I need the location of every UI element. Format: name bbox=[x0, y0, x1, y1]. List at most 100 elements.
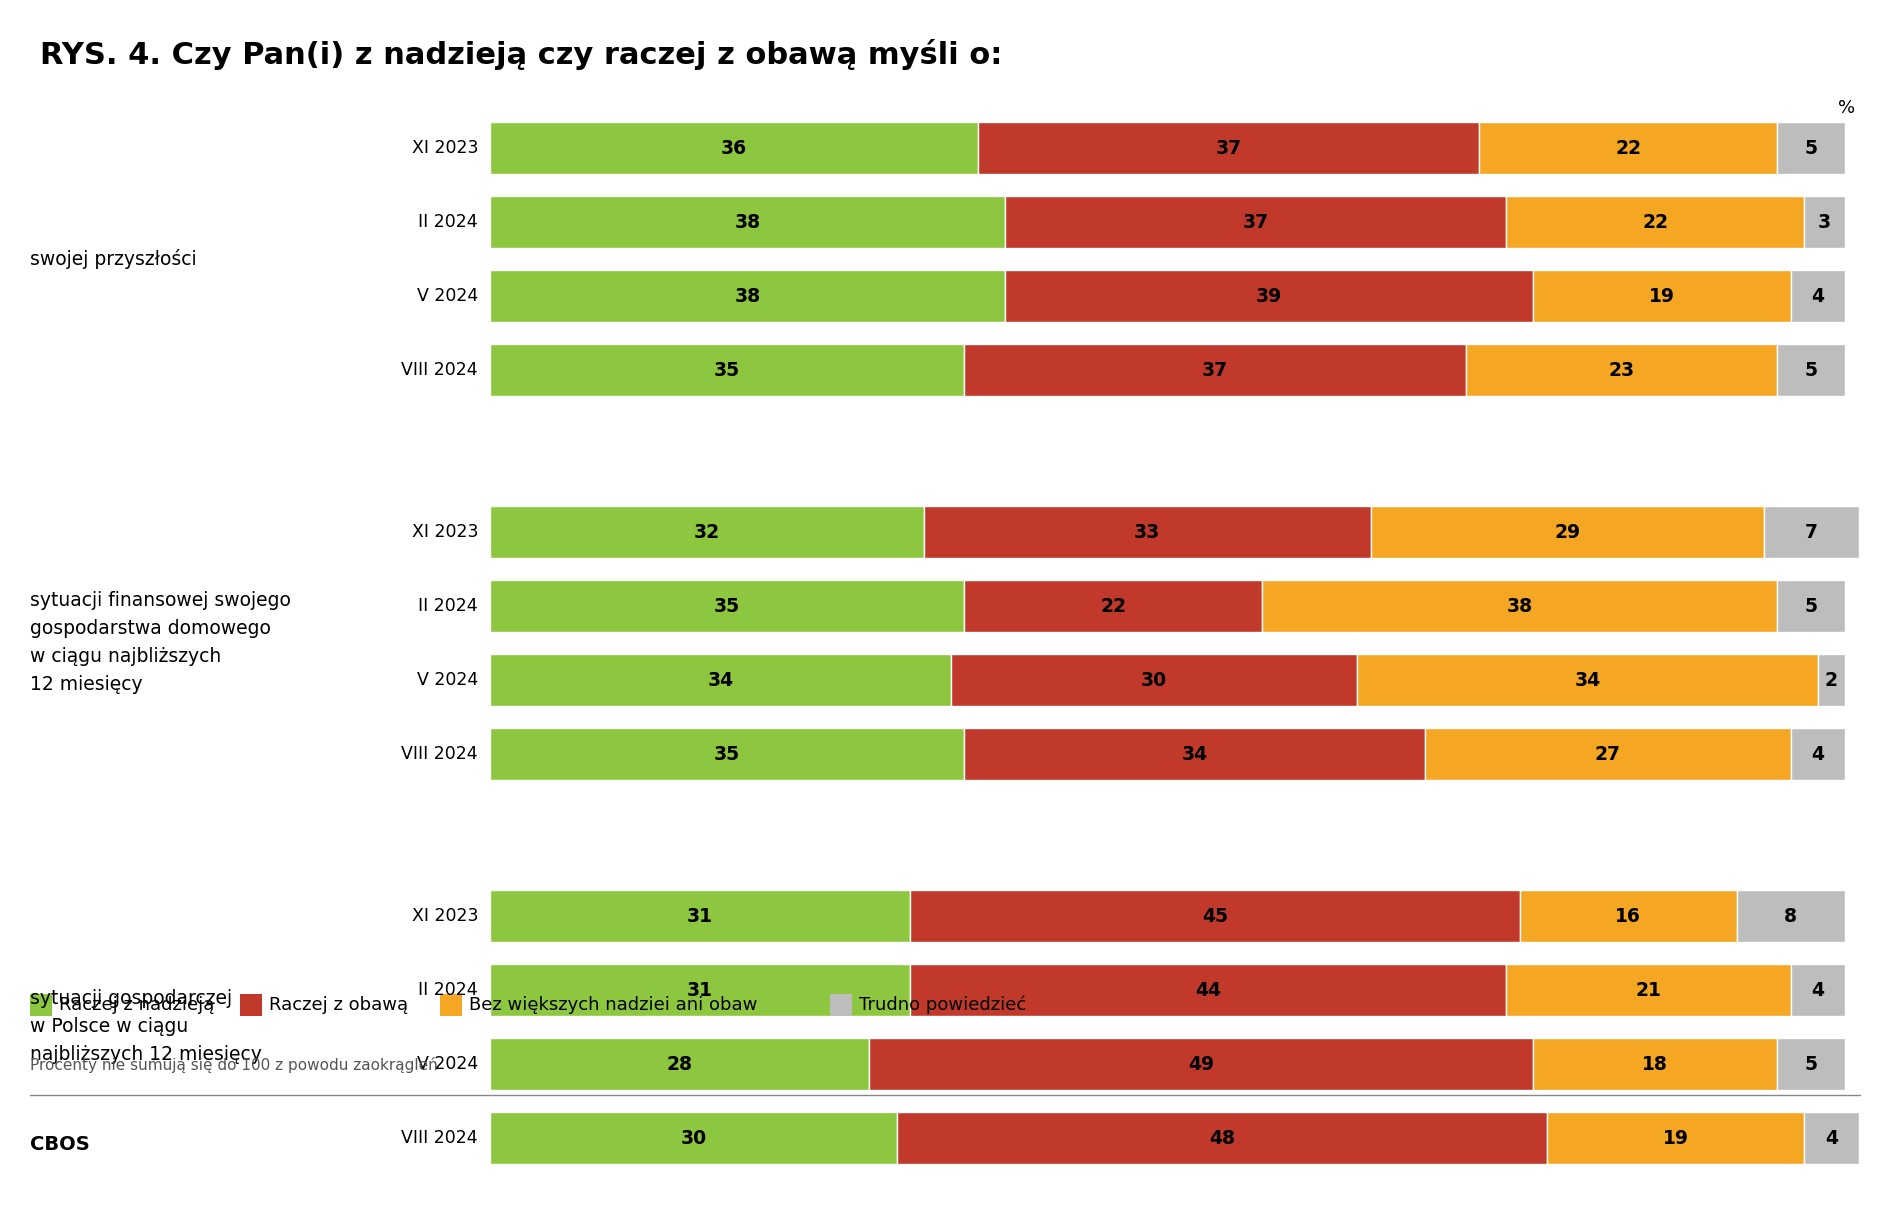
Text: Bez większych nadziei ani obaw: Bez większych nadziei ani obaw bbox=[469, 996, 758, 1014]
Bar bbox=[1817, 654, 1846, 706]
Text: 16: 16 bbox=[1615, 906, 1641, 925]
Bar bbox=[1736, 890, 1846, 942]
Text: 5: 5 bbox=[1804, 1054, 1817, 1074]
Text: II 2024: II 2024 bbox=[418, 597, 478, 615]
Bar bbox=[1466, 344, 1778, 396]
Text: 35: 35 bbox=[715, 360, 739, 379]
Bar bbox=[964, 344, 1466, 396]
Text: 33: 33 bbox=[1135, 523, 1161, 541]
Bar bbox=[1791, 964, 1846, 1017]
Bar bbox=[1778, 344, 1846, 396]
Text: 23: 23 bbox=[1609, 360, 1634, 379]
Bar bbox=[896, 1111, 1547, 1164]
Text: 8: 8 bbox=[1785, 906, 1796, 925]
Text: 32: 32 bbox=[694, 523, 720, 541]
Bar bbox=[490, 890, 910, 942]
Text: 28: 28 bbox=[668, 1054, 692, 1074]
Bar bbox=[978, 122, 1479, 174]
Text: 39: 39 bbox=[1256, 287, 1282, 305]
Bar bbox=[1371, 506, 1764, 558]
Bar bbox=[490, 506, 923, 558]
Bar bbox=[923, 506, 1371, 558]
Bar bbox=[490, 122, 978, 174]
Bar bbox=[1004, 270, 1534, 322]
Bar bbox=[1791, 270, 1846, 322]
Bar bbox=[1804, 196, 1846, 248]
Text: 2: 2 bbox=[1825, 670, 1838, 689]
Text: 18: 18 bbox=[1643, 1054, 1668, 1074]
Text: Raczej z nadzieją: Raczej z nadzieją bbox=[59, 996, 214, 1014]
Text: swojej przyszłości: swojej przyszłości bbox=[30, 249, 197, 269]
Text: 4: 4 bbox=[1812, 744, 1825, 764]
Text: 38: 38 bbox=[734, 213, 760, 231]
Text: 4: 4 bbox=[1812, 287, 1825, 305]
Text: Raczej z obawą: Raczej z obawą bbox=[269, 996, 408, 1014]
Bar bbox=[240, 993, 263, 1017]
Text: 31: 31 bbox=[686, 980, 713, 1000]
Text: V 2024: V 2024 bbox=[416, 671, 478, 689]
Bar bbox=[1778, 580, 1846, 632]
Bar bbox=[490, 1111, 896, 1164]
Text: 27: 27 bbox=[1594, 744, 1621, 764]
Text: VIII 2024: VIII 2024 bbox=[401, 1128, 478, 1147]
Bar bbox=[830, 993, 853, 1017]
Bar bbox=[490, 654, 951, 706]
Text: 34: 34 bbox=[1182, 744, 1208, 764]
Bar bbox=[1263, 580, 1778, 632]
Text: XI 2023: XI 2023 bbox=[412, 523, 478, 541]
Text: 45: 45 bbox=[1203, 906, 1227, 925]
Text: 22: 22 bbox=[1101, 597, 1127, 615]
Text: 5: 5 bbox=[1804, 139, 1817, 158]
Text: sytuacji gospodarczej
w Polsce w ciągu
najbliższych 12 miesięcy: sytuacji gospodarczej w Polsce w ciągu n… bbox=[30, 990, 261, 1064]
Text: Procenty nie sumują się do 100 z powodu zaokrągleń: Procenty nie sumują się do 100 z powodu … bbox=[30, 1057, 437, 1073]
Text: 30: 30 bbox=[681, 1128, 707, 1148]
Text: XI 2023: XI 2023 bbox=[412, 139, 478, 157]
Text: Trudno powiedzieć: Trudno powiedzieć bbox=[859, 996, 1027, 1014]
Bar bbox=[964, 580, 1263, 632]
Text: %: % bbox=[1838, 98, 1855, 117]
Bar bbox=[1358, 654, 1817, 706]
Bar bbox=[1004, 196, 1507, 248]
Text: 4: 4 bbox=[1812, 980, 1825, 1000]
Text: 37: 37 bbox=[1216, 139, 1242, 158]
Text: 37: 37 bbox=[1242, 213, 1269, 231]
Text: sytuacji finansowej swojego
gospodarstwa domowego
w ciągu najbliższych
12 miesię: sytuacji finansowej swojego gospodarstwa… bbox=[30, 591, 291, 694]
Bar bbox=[1534, 1038, 1778, 1090]
Text: 44: 44 bbox=[1195, 980, 1222, 1000]
Text: RYS. 4. Czy Pan(i) z nadzieją czy raczej z obawą myśli o:: RYS. 4. Czy Pan(i) z nadzieją czy raczej… bbox=[40, 39, 1002, 71]
Text: 19: 19 bbox=[1662, 1128, 1689, 1148]
Text: 34: 34 bbox=[1575, 670, 1600, 689]
Text: 38: 38 bbox=[734, 287, 760, 305]
Text: 30: 30 bbox=[1140, 670, 1167, 689]
Text: 31: 31 bbox=[686, 906, 713, 925]
Text: 38: 38 bbox=[1507, 597, 1534, 615]
Bar bbox=[1778, 1038, 1846, 1090]
Text: II 2024: II 2024 bbox=[418, 213, 478, 231]
Text: 49: 49 bbox=[1188, 1054, 1214, 1074]
Bar bbox=[1507, 196, 1804, 248]
Text: 37: 37 bbox=[1203, 360, 1227, 379]
Bar bbox=[910, 890, 1520, 942]
Bar bbox=[490, 728, 964, 779]
Bar bbox=[1520, 890, 1736, 942]
Text: CBOS: CBOS bbox=[30, 1136, 89, 1154]
Bar bbox=[490, 964, 910, 1017]
Text: 35: 35 bbox=[715, 744, 739, 764]
Bar bbox=[441, 993, 461, 1017]
Bar bbox=[870, 1038, 1534, 1090]
Bar bbox=[490, 580, 964, 632]
Text: V 2024: V 2024 bbox=[416, 287, 478, 305]
Text: 29: 29 bbox=[1554, 523, 1581, 541]
Bar bbox=[1507, 964, 1791, 1017]
Text: 48: 48 bbox=[1208, 1128, 1235, 1148]
Text: 3: 3 bbox=[1817, 213, 1830, 231]
Bar bbox=[490, 1038, 870, 1090]
Bar bbox=[490, 196, 1004, 248]
Bar bbox=[1791, 728, 1846, 779]
Bar bbox=[964, 728, 1426, 779]
Text: 22: 22 bbox=[1641, 213, 1668, 231]
Text: 4: 4 bbox=[1825, 1128, 1838, 1148]
Text: 5: 5 bbox=[1804, 597, 1817, 615]
Text: 7: 7 bbox=[1804, 523, 1817, 541]
Text: VIII 2024: VIII 2024 bbox=[401, 745, 478, 762]
